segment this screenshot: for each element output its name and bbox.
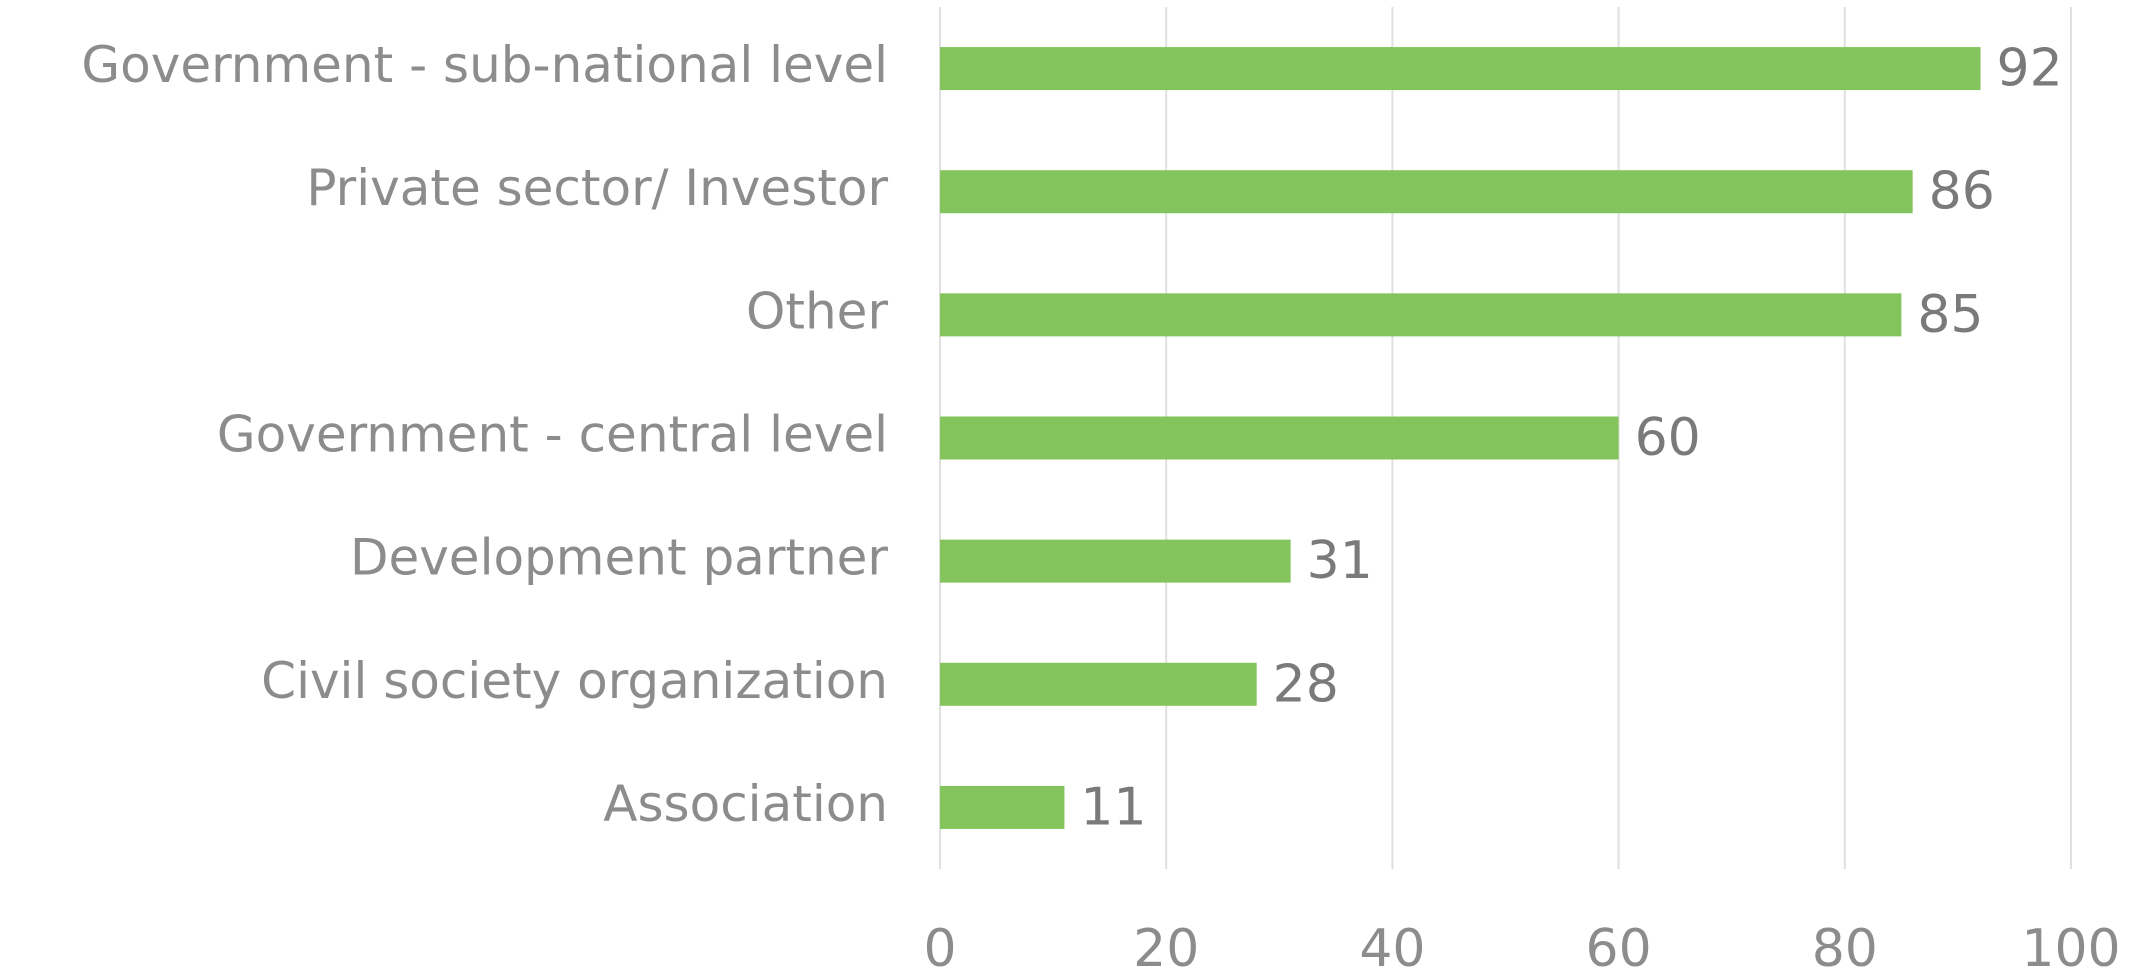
bar xyxy=(940,170,1913,214)
y-tick-label: Association xyxy=(603,775,888,833)
value-label: 86 xyxy=(1929,162,1995,222)
bar xyxy=(940,293,1902,337)
x-tick-label: 80 xyxy=(1812,919,1878,970)
x-tick-label: 0 xyxy=(923,919,956,970)
x-tick-label: 60 xyxy=(1586,919,1652,970)
value-label: 11 xyxy=(1080,777,1146,837)
y-tick-label: Government - central level xyxy=(217,406,888,464)
y-tick-label: Development partner xyxy=(350,529,888,587)
bar xyxy=(940,47,1981,91)
value-label: 60 xyxy=(1635,408,1701,468)
y-tick-label: Civil society organization xyxy=(261,652,888,710)
x-tick-label: 100 xyxy=(2021,919,2120,970)
bar xyxy=(940,785,1065,829)
x-tick-label: 20 xyxy=(1133,919,1199,970)
y-tick-label: Private sector/ Investor xyxy=(306,159,888,217)
bar xyxy=(940,539,1291,583)
x-tick-label: 40 xyxy=(1359,919,1425,970)
value-label: 31 xyxy=(1307,531,1373,591)
value-label: 92 xyxy=(1997,39,2063,99)
value-label: 85 xyxy=(1917,285,1983,345)
bar xyxy=(940,416,1619,460)
y-tick-label: Government - sub-national level xyxy=(81,36,888,94)
value-label: 28 xyxy=(1273,654,1339,714)
bar xyxy=(940,662,1257,706)
y-tick-label: Other xyxy=(746,282,888,340)
